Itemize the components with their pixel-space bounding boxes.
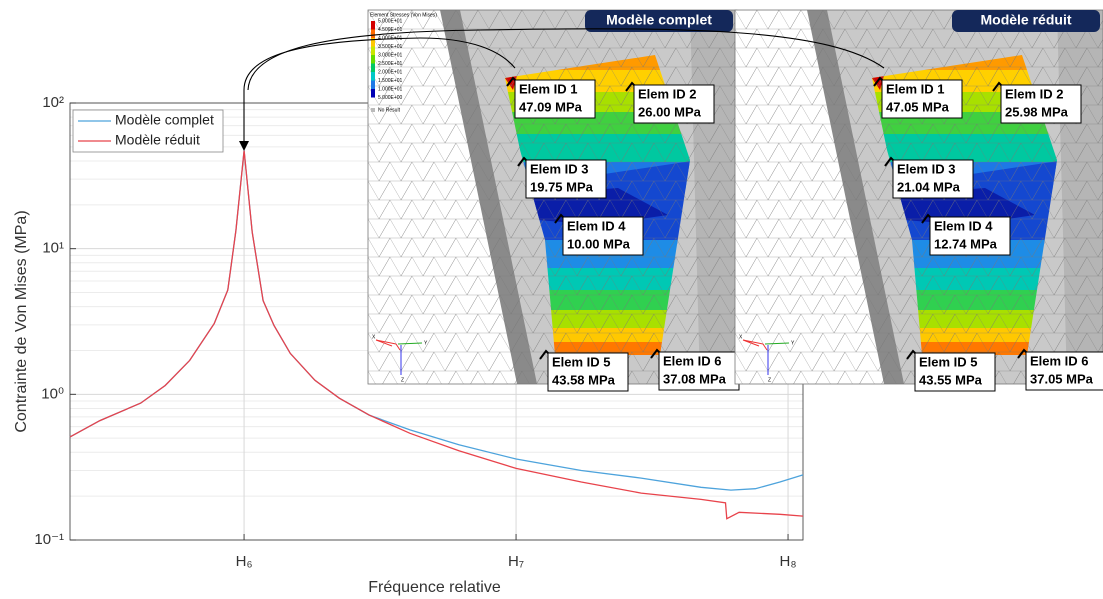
element-stress: 19.75 MPa xyxy=(530,179,594,194)
element-id: Elem ID 2 xyxy=(1005,86,1064,101)
y-tick-label: 10⁻¹ xyxy=(34,531,64,548)
fem-panel: Modèle réduit Elem ID 1 47.05 MPa Elem ID 2… xyxy=(735,10,1103,391)
triad-label: Z xyxy=(768,377,771,383)
element-id: Elem ID 5 xyxy=(919,354,978,369)
colorbar-swatch xyxy=(371,89,375,98)
colorbar-swatch xyxy=(371,72,375,81)
fem-panel: Modèle complet Elem ID 1 47.09 MPa Elem ID … xyxy=(368,10,739,391)
element-stress: 12.74 MPa xyxy=(934,236,998,251)
colorbar-swatch xyxy=(371,108,375,112)
legend-label: Modèle réduit xyxy=(115,132,200,148)
element-id: Elem ID 4 xyxy=(934,218,993,233)
element-stress: 37.08 MPa xyxy=(663,371,727,386)
y-tick-label: 10⁰ xyxy=(41,385,64,402)
element-id: Elem ID 3 xyxy=(897,161,956,176)
element-id: Elem ID 5 xyxy=(552,354,611,369)
colorbar-label: 1.000E+01 xyxy=(378,86,403,92)
triad-label: Z xyxy=(401,377,404,383)
colorbar-label: 5.000E+01 xyxy=(378,18,403,24)
insets: Modèle complet Elem ID 1 47.09 MPa Elem ID … xyxy=(368,10,1103,391)
colorbar-label: 1.500E+01 xyxy=(378,78,403,84)
element-stress: 21.04 MPa xyxy=(897,179,961,194)
element-stress: 43.55 MPa xyxy=(919,372,983,387)
colorbar-label: 2.500E+01 xyxy=(378,61,403,67)
element-id: Elem ID 1 xyxy=(886,81,945,96)
colorbar-label: 4.500E+01 xyxy=(378,27,403,33)
colorbar-no-result: No Result xyxy=(378,107,401,113)
element-id: Elem ID 2 xyxy=(638,86,697,101)
colorbar-swatch xyxy=(371,21,375,30)
colorbar-swatch xyxy=(371,81,375,90)
element-stress: 25.98 MPa xyxy=(1005,104,1069,119)
x-tick-label: H₈ xyxy=(780,553,797,570)
element-id: Elem ID 3 xyxy=(530,161,589,176)
colorbar-swatch xyxy=(371,55,375,64)
element-id: Elem ID 1 xyxy=(519,81,578,96)
element-stress: 37.05 MPa xyxy=(1030,371,1094,386)
element-stress: 10.00 MPa xyxy=(567,236,631,251)
figure: 10⁻¹ 10⁰ 10¹ 10² H₆ H₇ H₈ Fréquence relative Con… xyxy=(0,0,1103,599)
colorbar-label: 5.000E+00 xyxy=(378,95,403,101)
colorbar-swatch xyxy=(371,47,375,56)
element-stress: 43.58 MPa xyxy=(552,372,616,387)
legend-label: Modèle complet xyxy=(115,112,214,128)
colorbar-label: 3.000E+01 xyxy=(378,52,403,58)
colorbar-swatch xyxy=(371,30,375,39)
element-stress: 26.00 MPa xyxy=(638,104,702,119)
y-tick-label: 10¹ xyxy=(42,240,64,257)
y-axis-label: Contrainte de Von Mises (MPa) xyxy=(13,210,30,432)
x-tick-label: H₇ xyxy=(508,553,524,570)
element-stress: 47.09 MPa xyxy=(519,99,583,114)
element-id: Elem ID 6 xyxy=(663,353,722,368)
panel-title: Modèle réduit xyxy=(980,12,1071,28)
element-id: Elem ID 6 xyxy=(1030,353,1089,368)
x-axis-label: Fréquence relative xyxy=(368,579,501,596)
element-id: Elem ID 4 xyxy=(567,218,626,233)
x-tick-label: H₆ xyxy=(236,553,253,570)
panel-title: Modèle complet xyxy=(606,12,712,28)
colorbar-swatch xyxy=(371,64,375,73)
y-tick-label: 10² xyxy=(42,94,64,111)
element-stress: 47.05 MPa xyxy=(886,99,950,114)
colorbar-label: 3.500E+01 xyxy=(378,44,403,50)
colorbar-label: 2.000E+01 xyxy=(378,69,403,75)
